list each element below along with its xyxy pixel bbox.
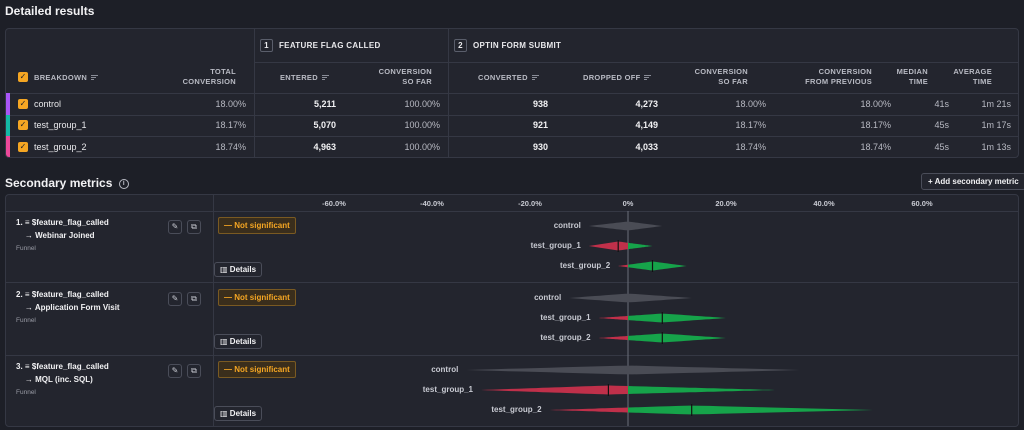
axis-tick-label: 40.0% [813, 199, 835, 208]
page-title: Detailed results [5, 4, 95, 18]
positive-violin-segment [628, 386, 775, 394]
negative-violin-segment [618, 264, 628, 268]
variant-label: test_group_2 [491, 405, 542, 414]
positive-violin-segment [628, 242, 653, 250]
control-violin [466, 365, 800, 375]
significance-badge: — Not significant [218, 217, 296, 234]
axis-tick-label: 60.0% [911, 199, 933, 208]
copy-icon[interactable]: ⧉ [187, 292, 201, 306]
breakdown-header[interactable]: BREAKDOWN [34, 73, 99, 83]
negative-violin-segment [481, 385, 628, 395]
info-icon[interactable]: i [118, 178, 129, 189]
converted-header[interactable]: CONVERTED [478, 73, 539, 83]
positive-violin-segment [628, 313, 726, 323]
sort-icon [644, 75, 652, 82]
metric-label: 2. ≡ $feature_flag_called → Application … [16, 290, 120, 324]
variant-label: control [431, 365, 459, 374]
negative-violin-segment [549, 407, 628, 413]
copy-icon[interactable]: ⧉ [187, 220, 201, 234]
conv-from-prev-header[interactable]: CONVERSION FROM PREVIOUS [805, 67, 872, 86]
metric-label: 3. ≡ $feature_flag_called → MQL (inc. SQ… [16, 362, 109, 396]
table-row: ✓ test_group_2 18.74% 4,963 100.00% 930 … [6, 136, 1018, 157]
axis-tick-label: 20.0% [715, 199, 737, 208]
edit-icon[interactable]: ✎ [168, 364, 182, 378]
details-button[interactable]: ▥ Details [214, 334, 263, 349]
variant-label: control [534, 293, 562, 302]
median-time-header[interactable]: MEDIAN TIME [896, 67, 928, 86]
funnel-icon: ≡ [24, 218, 30, 227]
conv-so-far-2-header[interactable]: CONVERSION SO FAR [694, 67, 748, 86]
row-checkbox[interactable]: ✓ [18, 99, 28, 109]
funnel-icon: ≡ [24, 290, 30, 299]
conv-so-far-1-header[interactable]: CONVERSION SO FAR [378, 67, 432, 86]
positive-violin-segment [628, 405, 873, 415]
secondary-metrics-panel: -60.0% -40.0% -20.0% 0% 20.0% 40.0% 60.0% 1. ≡… [5, 194, 1019, 427]
axis-tick-label: -20.0% [518, 199, 542, 208]
variant-label: control [553, 221, 581, 230]
step-1-header: 1 FEATURE FLAG CALLED [260, 39, 381, 52]
control-violin [569, 293, 692, 303]
variant-label: test_group_1 [540, 313, 591, 322]
funnel-icon: ≡ [24, 362, 30, 371]
negative-violin-segment [588, 241, 628, 251]
sort-icon [321, 75, 329, 82]
positive-violin-segment [628, 261, 687, 271]
positive-violin-segment [628, 333, 726, 343]
metric-label: 1. ≡ $feature_flag_called → Webinar Join… [16, 218, 109, 252]
sort-icon [531, 75, 539, 82]
copy-icon[interactable]: ⧉ [187, 364, 201, 378]
negative-violin-segment [598, 335, 628, 341]
edit-icon[interactable]: ✎ [168, 292, 182, 306]
step-2-header: 2 OPTIN FORM SUBMIT [454, 39, 561, 52]
variant-label: test_group_1 [422, 385, 473, 394]
sort-icon [91, 75, 99, 82]
axis-tick-label: -40.0% [420, 199, 444, 208]
total-conversion-header[interactable]: TOTAL CONVERSION [182, 67, 236, 86]
plus-icon: + [928, 177, 935, 186]
table-row: ✓ control 18.00% 5,211 100.00% 938 4,273… [6, 93, 1018, 115]
results-table: 1 FEATURE FLAG CALLED 2 OPTIN FORM SUBMIT … [5, 28, 1019, 158]
row-checkbox[interactable]: ✓ [18, 142, 28, 152]
details-button[interactable]: ▥ Details [214, 406, 263, 421]
chart-icon: ▥ [220, 409, 228, 418]
significance-badge: — Not significant [218, 289, 296, 306]
select-all-checkbox[interactable]: ✓ [18, 72, 28, 82]
row-name: control [34, 99, 62, 109]
control-violin [588, 221, 663, 231]
average-time-header[interactable]: AVERAGE TIME [953, 67, 992, 86]
row-name: test_group_2 [34, 142, 87, 152]
series-color-bar [6, 93, 10, 115]
variant-label: test_group_2 [540, 333, 591, 342]
series-color-bar [6, 115, 10, 136]
negative-violin-segment [598, 315, 628, 321]
significance-badge: — Not significant [218, 361, 296, 378]
chart-icon: ▥ [220, 265, 228, 274]
add-secondary-metric-button[interactable]: + Add secondary metric [921, 173, 1024, 190]
variant-label: test_group_1 [530, 241, 581, 250]
edit-icon[interactable]: ✎ [168, 220, 182, 234]
variant-label: test_group_2 [559, 261, 611, 270]
row-checkbox[interactable]: ✓ [18, 120, 28, 130]
chart-icon: ▥ [220, 337, 228, 346]
details-button[interactable]: ▥ Details [214, 262, 263, 277]
axis-tick-label: 0% [622, 199, 634, 208]
entered-header[interactable]: ENTERED [280, 73, 329, 83]
table-row: ✓ test_group_1 18.17% 5,070 100.00% 921 … [6, 115, 1018, 136]
secondary-metrics-title: Secondary metrics i [5, 176, 129, 190]
series-color-bar [6, 136, 10, 157]
row-name: test_group_1 [34, 120, 87, 130]
violin-chart [466, 211, 873, 426]
axis-tick-label: -60.0% [322, 199, 346, 208]
dropped-off-header[interactable]: DROPPED OFF [583, 73, 652, 83]
